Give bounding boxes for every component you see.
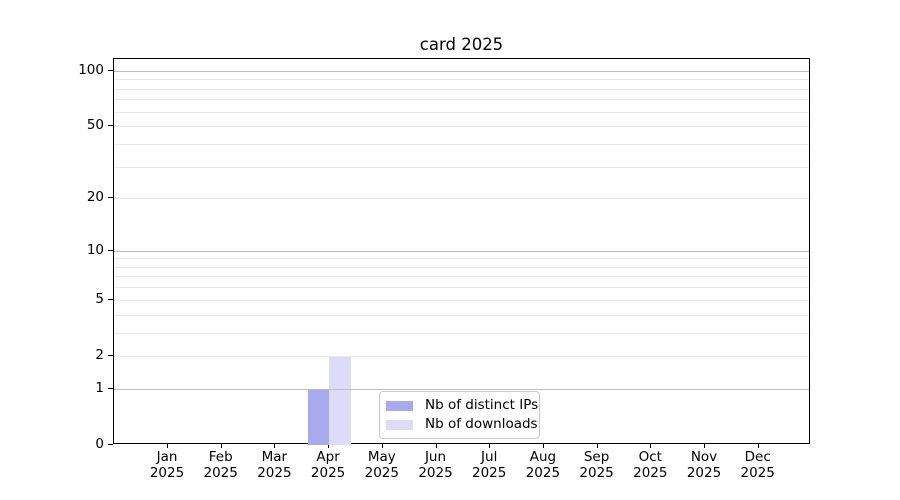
x-tick-year: 2025 <box>203 464 238 481</box>
y-axis-tick-label: 5 <box>95 290 104 307</box>
x-axis-tick <box>381 444 383 448</box>
gridline-minor <box>114 111 809 113</box>
bar-nb-of-distinct-ips <box>307 388 330 445</box>
x-tick-month: Apr <box>316 449 340 465</box>
gridline-minor <box>114 166 809 168</box>
plot-area <box>113 58 810 445</box>
x-tick-month: Jun <box>424 449 447 465</box>
y-axis-tick <box>108 249 113 251</box>
y-axis-tick <box>108 387 113 389</box>
bar-nb-of-downloads <box>329 355 351 445</box>
gridline-minor <box>114 276 809 278</box>
x-tick-month: Mar <box>261 449 288 465</box>
x-tick-year: 2025 <box>740 464 775 481</box>
x-axis-tick-label: Apr 2025 <box>296 449 360 481</box>
gridline-minor <box>114 88 809 90</box>
y-axis-tick <box>108 69 113 71</box>
x-tick-month: Sep <box>583 449 610 465</box>
legend-swatch <box>386 400 413 411</box>
x-tick-month: Jul <box>481 449 498 465</box>
x-axis-tick-label: Oct 2025 <box>618 449 682 481</box>
x-axis-tick <box>274 444 276 448</box>
x-tick-month: Dec <box>744 449 771 465</box>
gridline-minor <box>114 266 809 268</box>
x-axis-tick-label: Feb 2025 <box>189 449 253 481</box>
x-tick-month: May <box>367 449 396 465</box>
gridline-minor <box>114 126 809 128</box>
legend-swatch <box>386 419 413 430</box>
gridline-major <box>114 250 809 252</box>
x-axis-tick-label: Dec 2025 <box>726 449 790 481</box>
x-axis-tick-label: May 2025 <box>350 449 414 481</box>
x-tick-year: 2025 <box>418 464 453 481</box>
y-axis-tick-label: 20 <box>86 189 104 206</box>
gridline-major <box>114 70 809 72</box>
y-axis-tick-label: 0 <box>95 436 104 452</box>
x-tick-month: Feb <box>208 449 233 465</box>
x-axis-tick-label: Nov 2025 <box>672 449 736 481</box>
x-tick-year: 2025 <box>257 464 292 481</box>
y-axis-tick <box>108 197 113 199</box>
x-tick-year: 2025 <box>525 464 561 481</box>
x-axis-tick-label: Jun 2025 <box>404 449 468 481</box>
gridline-minor <box>114 99 809 101</box>
y-axis-tick-label: 2 <box>95 346 104 363</box>
x-tick-year: 2025 <box>364 464 399 481</box>
y-axis-tick <box>108 354 113 356</box>
gridline-minor <box>114 299 809 301</box>
gridline-minor <box>114 79 809 81</box>
x-tick-month: Aug <box>529 449 557 465</box>
x-axis-tick <box>167 444 168 448</box>
gridline-minor <box>114 287 809 289</box>
y-axis-tick-label: 50 <box>86 117 104 134</box>
x-tick-year: 2025 <box>472 464 507 481</box>
legend-label: Nb of distinct IPs <box>425 397 539 413</box>
legend-label: Nb of downloads <box>425 416 538 432</box>
gridline-minor <box>114 314 809 316</box>
x-tick-month: Jan <box>156 449 178 465</box>
legend-item: Nb of distinct IPs <box>386 398 538 413</box>
gridline-minor <box>114 258 809 260</box>
x-axis-tick <box>757 444 759 448</box>
x-tick-month: Oct <box>638 449 662 465</box>
gridline-minor <box>114 355 809 357</box>
x-axis-tick-label: Mar 2025 <box>242 449 306 481</box>
x-axis-tick-label: Jan 2025 <box>135 449 199 481</box>
x-tick-month: Nov <box>690 449 718 465</box>
legend: Nb of distinct IPs Nb of downloads <box>379 391 540 439</box>
x-axis-tick <box>542 444 544 448</box>
x-axis-tick <box>220 444 222 448</box>
gridline-minor <box>114 143 809 145</box>
x-axis-tick-label: Aug 2025 <box>511 449 575 481</box>
gridline-major <box>114 388 809 390</box>
x-tick-year: 2025 <box>149 464 185 481</box>
x-axis-tick <box>596 444 598 448</box>
x-axis-tick-label: Jul 2025 <box>457 449 521 481</box>
x-tick-year: 2025 <box>686 464 722 481</box>
gridline-minor <box>114 332 809 334</box>
gridline-minor <box>114 198 809 200</box>
x-tick-year: 2025 <box>579 464 614 481</box>
x-axis-tick <box>489 444 491 448</box>
x-axis-tick-label: Sep 2025 <box>565 449 629 481</box>
x-axis-tick <box>435 444 437 448</box>
x-axis-tick <box>328 444 330 448</box>
y-axis-tick <box>108 125 113 127</box>
y-axis-tick <box>108 444 113 445</box>
y-axis-tick-label: 1 <box>95 379 104 396</box>
x-axis-tick <box>650 444 652 448</box>
y-axis-tick <box>108 298 113 300</box>
y-axis-tick-label: 100 <box>78 61 104 78</box>
x-tick-year: 2025 <box>310 464 346 481</box>
chart-title: card 2025 <box>419 35 504 54</box>
x-axis-tick <box>704 444 705 448</box>
y-axis-tick-label: 10 <box>86 241 104 258</box>
legend-item: Nb of downloads <box>386 417 538 432</box>
x-tick-year: 2025 <box>633 464 668 481</box>
